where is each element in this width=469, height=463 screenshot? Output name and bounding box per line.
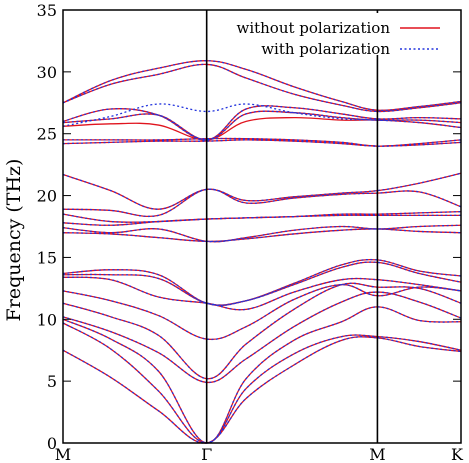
legend: without polarization with polarization — [218, 13, 458, 58]
band-11-with-polarization — [62, 214, 461, 226]
x-tick-label-1: Γ — [201, 445, 212, 463]
high-symmetry-separators — [205, 10, 379, 443]
y-tick-label-2: 10 — [37, 310, 57, 329]
y-axis-label: Frequency (THz) — [3, 159, 25, 322]
band-5-with-polarization — [62, 283, 462, 341]
y-tick-label-0: 0 — [47, 434, 57, 453]
band-19-with-polarization — [62, 105, 462, 141]
band-17-without-polarization — [62, 116, 462, 141]
band-18-with-polarization — [62, 110, 462, 141]
band-9-without-polarization — [62, 228, 462, 243]
band-10-without-polarization — [62, 224, 462, 243]
band-3-with-polarization — [62, 291, 462, 384]
band-8-with-polarization — [62, 258, 462, 307]
legend-entry-without-polarization: without polarization — [236, 19, 390, 37]
band-1-without-polarization — [62, 322, 462, 444]
band-21-without-polarization — [62, 60, 462, 112]
y-axis-ticks: 0 5 10 15 20 25 30 35 — [37, 1, 461, 453]
band-14-with-polarization — [62, 172, 462, 210]
y-tick-label-7: 35 — [37, 1, 57, 20]
band-2-without-polarization — [62, 306, 462, 444]
legend-entry-with-polarization: with polarization — [261, 40, 390, 58]
band-0-without-polarization — [62, 336, 462, 444]
band-10-with-polarization — [62, 224, 462, 243]
y-tick-label-6: 30 — [37, 63, 57, 82]
x-tick-label-0: M — [55, 445, 71, 463]
band-6-with-polarization — [62, 276, 462, 311]
y-tick-label-5: 25 — [37, 125, 57, 144]
x-tick-label-2: M — [369, 445, 385, 463]
band-12-with-polarization — [62, 211, 462, 223]
x-tick-label-3: K — [451, 445, 464, 463]
y-tick-label-4: 20 — [37, 187, 57, 206]
band-1-with-polarization — [62, 322, 462, 444]
y-tick-label-3: 15 — [37, 248, 57, 267]
band-20-without-polarization — [62, 63, 462, 113]
band-20-with-polarization — [62, 63, 462, 113]
band-21-with-polarization — [62, 60, 462, 112]
band-0-with-polarization — [62, 336, 462, 444]
band-16-without-polarization — [63, 137, 462, 147]
band-4-without-polarization — [62, 282, 462, 380]
legend-background — [218, 13, 458, 55]
band-13-with-polarization — [62, 188, 462, 217]
bands-layer — [62, 60, 462, 444]
plot-frame — [62, 9, 462, 444]
y-tick-label-1: 5 — [47, 372, 57, 391]
band-18-without-polarization — [62, 110, 462, 141]
